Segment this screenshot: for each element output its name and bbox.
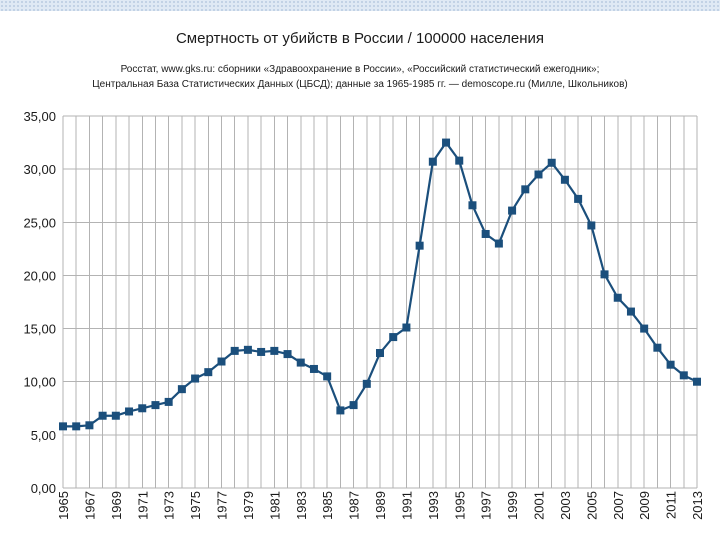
y-tick-label: 30,00 bbox=[23, 162, 56, 177]
data-point-marker bbox=[508, 206, 517, 215]
data-point-marker bbox=[442, 138, 451, 147]
data-point-marker bbox=[309, 364, 318, 373]
x-tick-label: 2011 bbox=[664, 491, 679, 519]
x-tick-label: 1973 bbox=[162, 491, 177, 520]
data-point-marker bbox=[389, 333, 398, 342]
x-tick-label: 1979 bbox=[241, 491, 256, 520]
data-point-marker bbox=[111, 411, 120, 420]
chart-subtitle-line-2: Центральная База Статистических Данных (… bbox=[92, 79, 628, 90]
x-tick-label: 2007 bbox=[611, 491, 626, 520]
x-tick-label: 1997 bbox=[479, 491, 494, 520]
x-tick-label: 1971 bbox=[135, 491, 150, 520]
data-point-marker bbox=[230, 346, 239, 355]
data-point-marker bbox=[98, 411, 107, 420]
data-point-marker bbox=[323, 372, 332, 381]
data-point-marker bbox=[191, 374, 200, 383]
data-point-marker bbox=[125, 407, 134, 416]
x-tick-label: 1969 bbox=[109, 491, 124, 520]
data-point-marker bbox=[455, 156, 464, 165]
x-tick-label: 2001 bbox=[532, 491, 547, 520]
data-point-marker bbox=[521, 185, 530, 194]
data-point-marker bbox=[666, 360, 675, 369]
data-point-marker bbox=[653, 343, 662, 352]
data-point-marker bbox=[560, 175, 569, 184]
data-point-marker bbox=[547, 158, 556, 167]
data-point-marker bbox=[534, 170, 543, 179]
y-tick-label: 35,00 bbox=[23, 109, 56, 124]
x-tick-label: 1985 bbox=[320, 491, 335, 520]
chart-title: Смертность от убийств в России / 100000 … bbox=[175, 30, 545, 47]
data-point-marker bbox=[217, 357, 226, 366]
data-point-marker bbox=[243, 345, 252, 354]
data-point-marker bbox=[72, 422, 81, 431]
data-point-marker bbox=[693, 377, 701, 386]
data-point-marker bbox=[415, 241, 424, 250]
x-tick-label: 1989 bbox=[373, 491, 388, 520]
data-point-marker bbox=[494, 239, 503, 248]
x-tick-label: 1993 bbox=[426, 491, 441, 520]
x-tick-label: 1977 bbox=[215, 491, 230, 520]
x-tick-label: 2005 bbox=[584, 491, 599, 520]
x-tick-label: 1983 bbox=[294, 491, 309, 520]
data-point-marker bbox=[481, 229, 490, 238]
data-point-marker bbox=[626, 307, 635, 316]
data-point-marker bbox=[349, 401, 358, 410]
data-point-marker bbox=[151, 401, 160, 410]
data-point-marker bbox=[296, 358, 305, 367]
x-tick-label: 2009 bbox=[637, 491, 652, 520]
data-point-marker bbox=[85, 421, 94, 430]
data-point-marker bbox=[574, 194, 583, 203]
chart-subtitle-line-1: Росстат, www.gks.ru: сборники «Здравоохр… bbox=[120, 64, 600, 75]
data-point-marker bbox=[204, 368, 213, 377]
x-tick-label: 1999 bbox=[505, 491, 520, 520]
data-point-marker bbox=[376, 349, 384, 358]
x-tick-label: 1995 bbox=[452, 491, 467, 520]
data-point-marker bbox=[138, 404, 147, 413]
y-tick-label: 10,00 bbox=[23, 375, 56, 390]
data-point-marker bbox=[164, 397, 173, 406]
data-point-marker bbox=[679, 371, 688, 380]
data-point-marker bbox=[402, 323, 411, 332]
data-point-marker bbox=[600, 270, 609, 279]
header-decorative-band bbox=[0, 0, 720, 11]
x-tick-label: 1991 bbox=[399, 491, 414, 520]
data-point-marker bbox=[177, 385, 186, 394]
data-point-marker bbox=[270, 346, 279, 355]
data-point-marker bbox=[468, 201, 477, 210]
y-tick-label: 5,00 bbox=[31, 428, 56, 443]
x-tick-label: 2013 bbox=[690, 491, 705, 520]
data-point-marker bbox=[428, 157, 437, 166]
x-tick-label: 1965 bbox=[56, 491, 71, 520]
data-point-marker bbox=[336, 406, 345, 415]
chart-subtitle: Росстат, www.gks.ru: сборники «Здравоохр… bbox=[0, 62, 720, 92]
y-tick-label: 15,00 bbox=[23, 322, 56, 337]
x-tick-label: 1975 bbox=[188, 491, 203, 520]
x-tick-label: 1981 bbox=[267, 491, 282, 520]
data-point-marker bbox=[640, 324, 649, 333]
data-point-marker bbox=[257, 347, 266, 356]
x-tick-label: 1987 bbox=[347, 491, 362, 520]
data-point-marker bbox=[59, 422, 67, 431]
data-point-marker bbox=[283, 350, 292, 359]
data-point-marker bbox=[613, 293, 622, 302]
y-tick-label: 20,00 bbox=[23, 268, 56, 283]
y-tick-label: 0,00 bbox=[31, 481, 56, 496]
x-tick-label: 2003 bbox=[558, 491, 573, 520]
data-point-marker bbox=[362, 379, 371, 388]
x-tick-label: 1967 bbox=[82, 491, 97, 520]
y-tick-label: 25,00 bbox=[23, 215, 56, 230]
data-point-marker bbox=[587, 221, 596, 230]
